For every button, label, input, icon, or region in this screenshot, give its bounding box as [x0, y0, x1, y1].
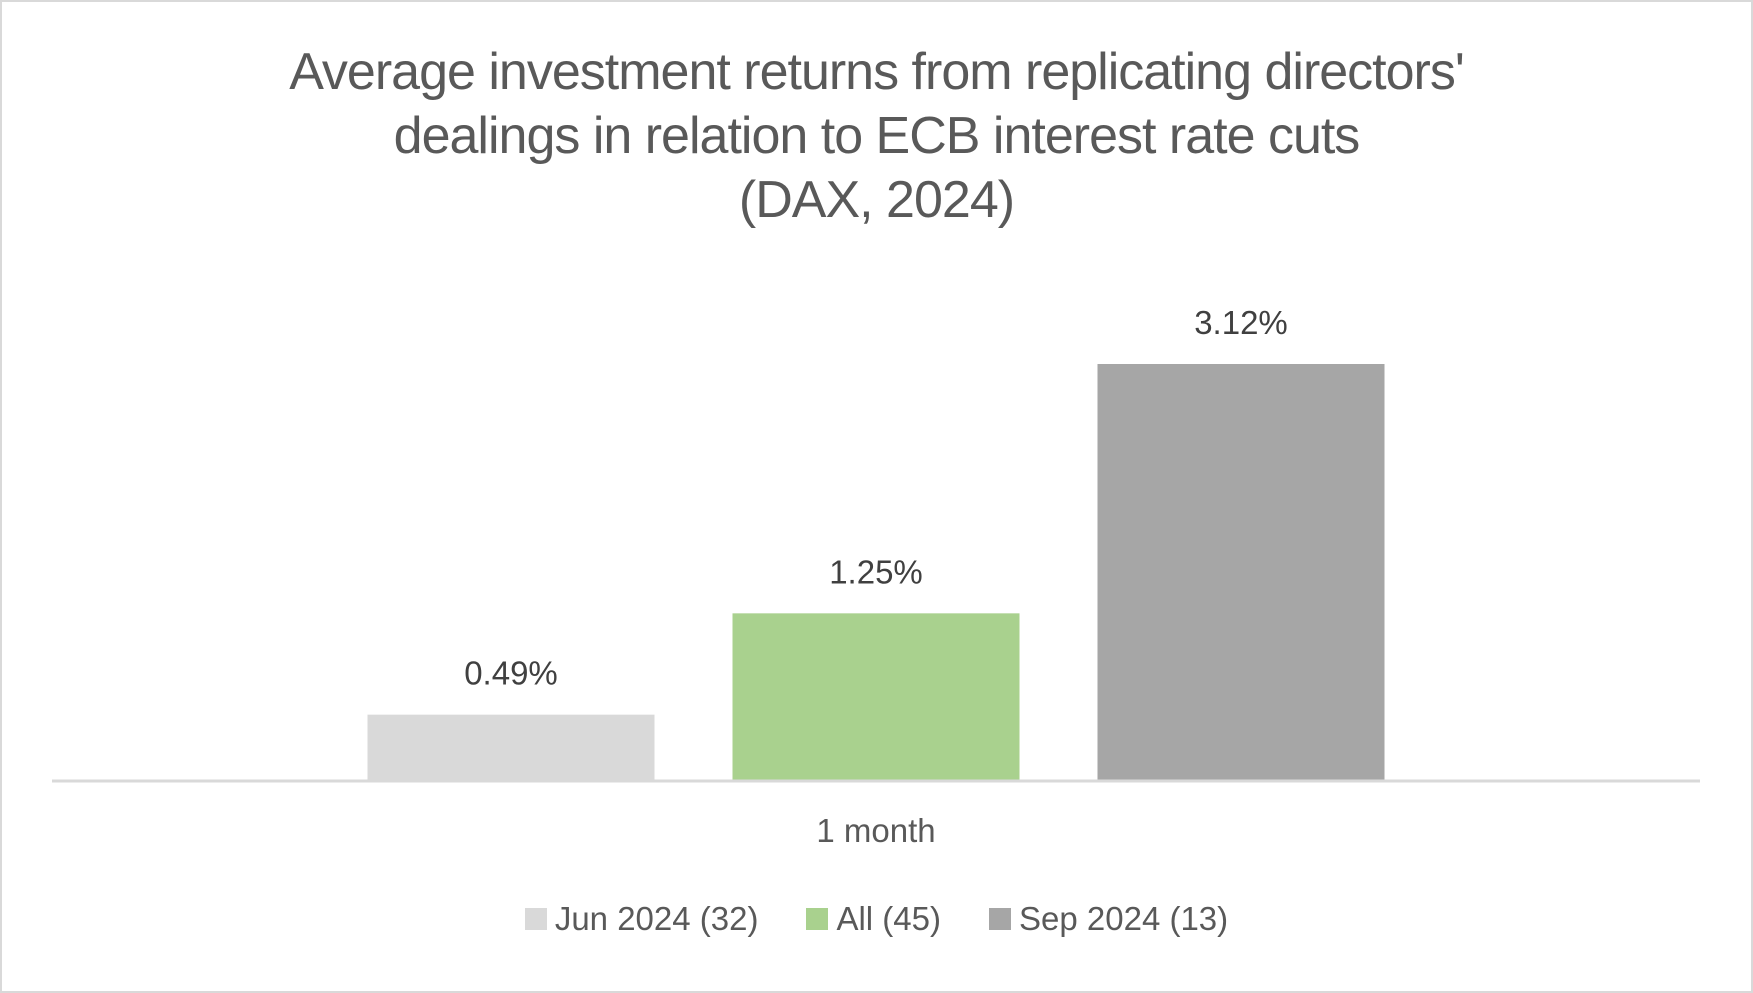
legend-label-jun-2024: Jun 2024 (32) [554, 900, 759, 937]
legend-label-sep-2024: Sep 2024 (13) [1019, 900, 1229, 937]
bar-all-45[interactable] [732, 613, 1020, 780]
chart-title: Average investment returns from replicat… [0, 40, 1753, 232]
legend-label-all: All (45) [836, 900, 941, 937]
category-labels-group: 1 month [816, 812, 935, 849]
legend-item-jun-2024[interactable]: Jun 2024 (32) [524, 900, 759, 938]
chart-title-line-3: (DAX, 2024) [738, 171, 1015, 229]
chart-title-line-1: Average investment returns from replicat… [289, 43, 1465, 101]
data-label: 0.49% [464, 655, 558, 692]
legend-item-all[interactable]: All (45) [806, 900, 941, 938]
legend-swatch-sep-2024 [989, 908, 1011, 930]
legend-item-sep-2024[interactable]: Sep 2024 (13) [989, 900, 1228, 938]
data-label: 3.12% [1194, 304, 1288, 341]
legend: Jun 2024 (32) All (45) Sep 2024 (13) [0, 900, 1753, 938]
legend-swatch-jun-2024 [524, 908, 547, 930]
bars-group [367, 364, 1385, 780]
data-labels-group: 0.49% 1.25% 3.12% [464, 304, 1288, 692]
bar-sep-2024-13[interactable] [1097, 364, 1385, 780]
bar-jun-2024-32[interactable] [367, 714, 655, 780]
chart-title-line-2: dealings in relation to ECB interest rat… [393, 107, 1361, 165]
legend-swatch-all [806, 908, 829, 930]
category-label: 1 month [816, 812, 935, 849]
data-label: 1.25% [829, 553, 923, 590]
